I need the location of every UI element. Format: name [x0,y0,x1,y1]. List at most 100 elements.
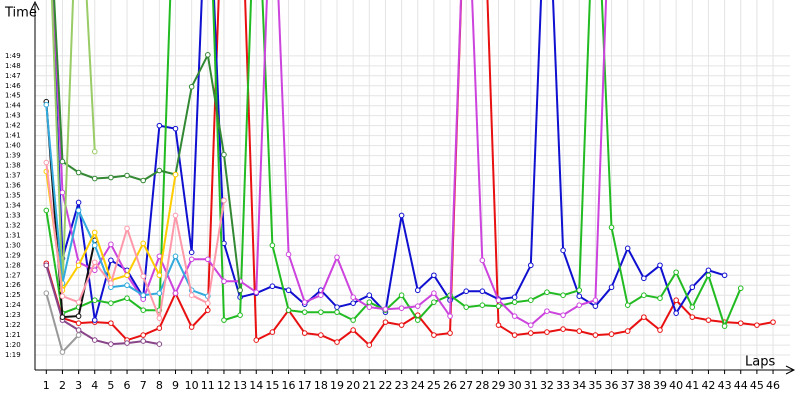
data-point [544,329,550,335]
data-point [511,294,518,300]
data-point [269,242,276,249]
data-point [576,328,583,334]
x-tick-label: 40 [669,379,683,392]
data-point [205,307,211,313]
data-point [576,293,583,299]
data-point [59,349,66,355]
data-point [43,101,50,108]
data-point [511,332,518,338]
x-tick-label: 28 [475,379,489,392]
x-tick-label: 33 [556,379,570,392]
data-point [705,272,712,279]
data-point [124,282,130,289]
data-point [721,323,728,329]
data-point [75,207,82,214]
data-point [91,148,98,155]
data-point [592,332,599,338]
data-point [91,175,98,182]
data-point [431,332,437,338]
data-point [221,278,227,285]
data-point [414,317,421,323]
x-axis-label: Laps [745,355,775,370]
x-tick-label: 7 [140,379,147,392]
data-point [479,302,486,308]
data-point [205,52,211,58]
data-point [576,302,583,308]
data-point [495,322,502,328]
x-tick-label: 22 [378,379,392,392]
data-point [673,269,679,276]
x-tick-label: 42 [701,379,715,392]
data-point [737,320,744,326]
data-point [495,297,502,303]
data-point [172,125,179,132]
data-point [479,257,486,264]
data-point [156,272,163,279]
y-tick-label: 1:46 [5,82,21,90]
data-point [350,294,356,300]
data-point [334,309,340,315]
data-point [560,326,566,332]
x-tick-label: 27 [459,379,473,392]
data-point [43,262,50,269]
data-point [366,299,373,305]
x-tick-label: 12 [217,379,231,392]
y-tick-label: 1:28 [5,261,21,269]
data-point [43,207,50,214]
data-point [172,290,179,297]
x-tick-label: 20 [346,379,360,392]
data-point [463,288,469,295]
x-tick-label: 24 [411,379,425,392]
y-tick-label: 1:42 [5,122,21,130]
data-point [689,314,696,320]
data-point [156,167,163,174]
data-point [188,83,195,90]
data-point [414,287,421,294]
x-tick-label: 21 [362,379,376,392]
y-tick-label: 1:20 [5,341,21,349]
y-tick-label: 1:27 [5,271,21,279]
data-point [398,322,405,328]
data-point [527,262,534,269]
data-point [479,288,486,295]
data-point [253,289,260,296]
data-point [124,272,130,279]
data-point [156,315,163,321]
data-point [334,339,340,345]
x-tick-label: 1 [43,379,50,392]
data-point [350,317,356,323]
x-tick-label: 26 [443,379,457,392]
data-point [334,254,340,261]
x-tick-label: 25 [427,379,441,392]
data-point [91,259,98,266]
data-point [447,313,453,319]
data-point [75,299,82,305]
data-point [366,304,373,310]
data-point [624,302,631,308]
y-tick-label: 1:49 [5,52,21,60]
data-point [124,225,130,232]
data-point [75,313,82,319]
y-tick-label: 1:34 [5,201,21,209]
series-line [45,101,96,319]
data-point [560,247,566,254]
data-point [172,212,179,219]
data-point [641,314,647,320]
data-point [398,212,405,219]
x-tick-label: 16 [282,379,296,392]
data-point [657,295,663,301]
data-point [124,172,130,179]
data-point [447,330,453,336]
y-tick-label: 1:37 [5,172,21,180]
data-point [527,297,534,303]
data-point [43,290,50,297]
data-point [737,285,744,292]
data-point [188,324,195,330]
data-point [527,330,534,336]
data-point [156,253,163,260]
y-tick-label: 1:47 [5,72,21,80]
x-tick-label: 35 [588,379,602,392]
y-tick-label: 1:33 [5,211,21,219]
series-line [45,162,225,322]
